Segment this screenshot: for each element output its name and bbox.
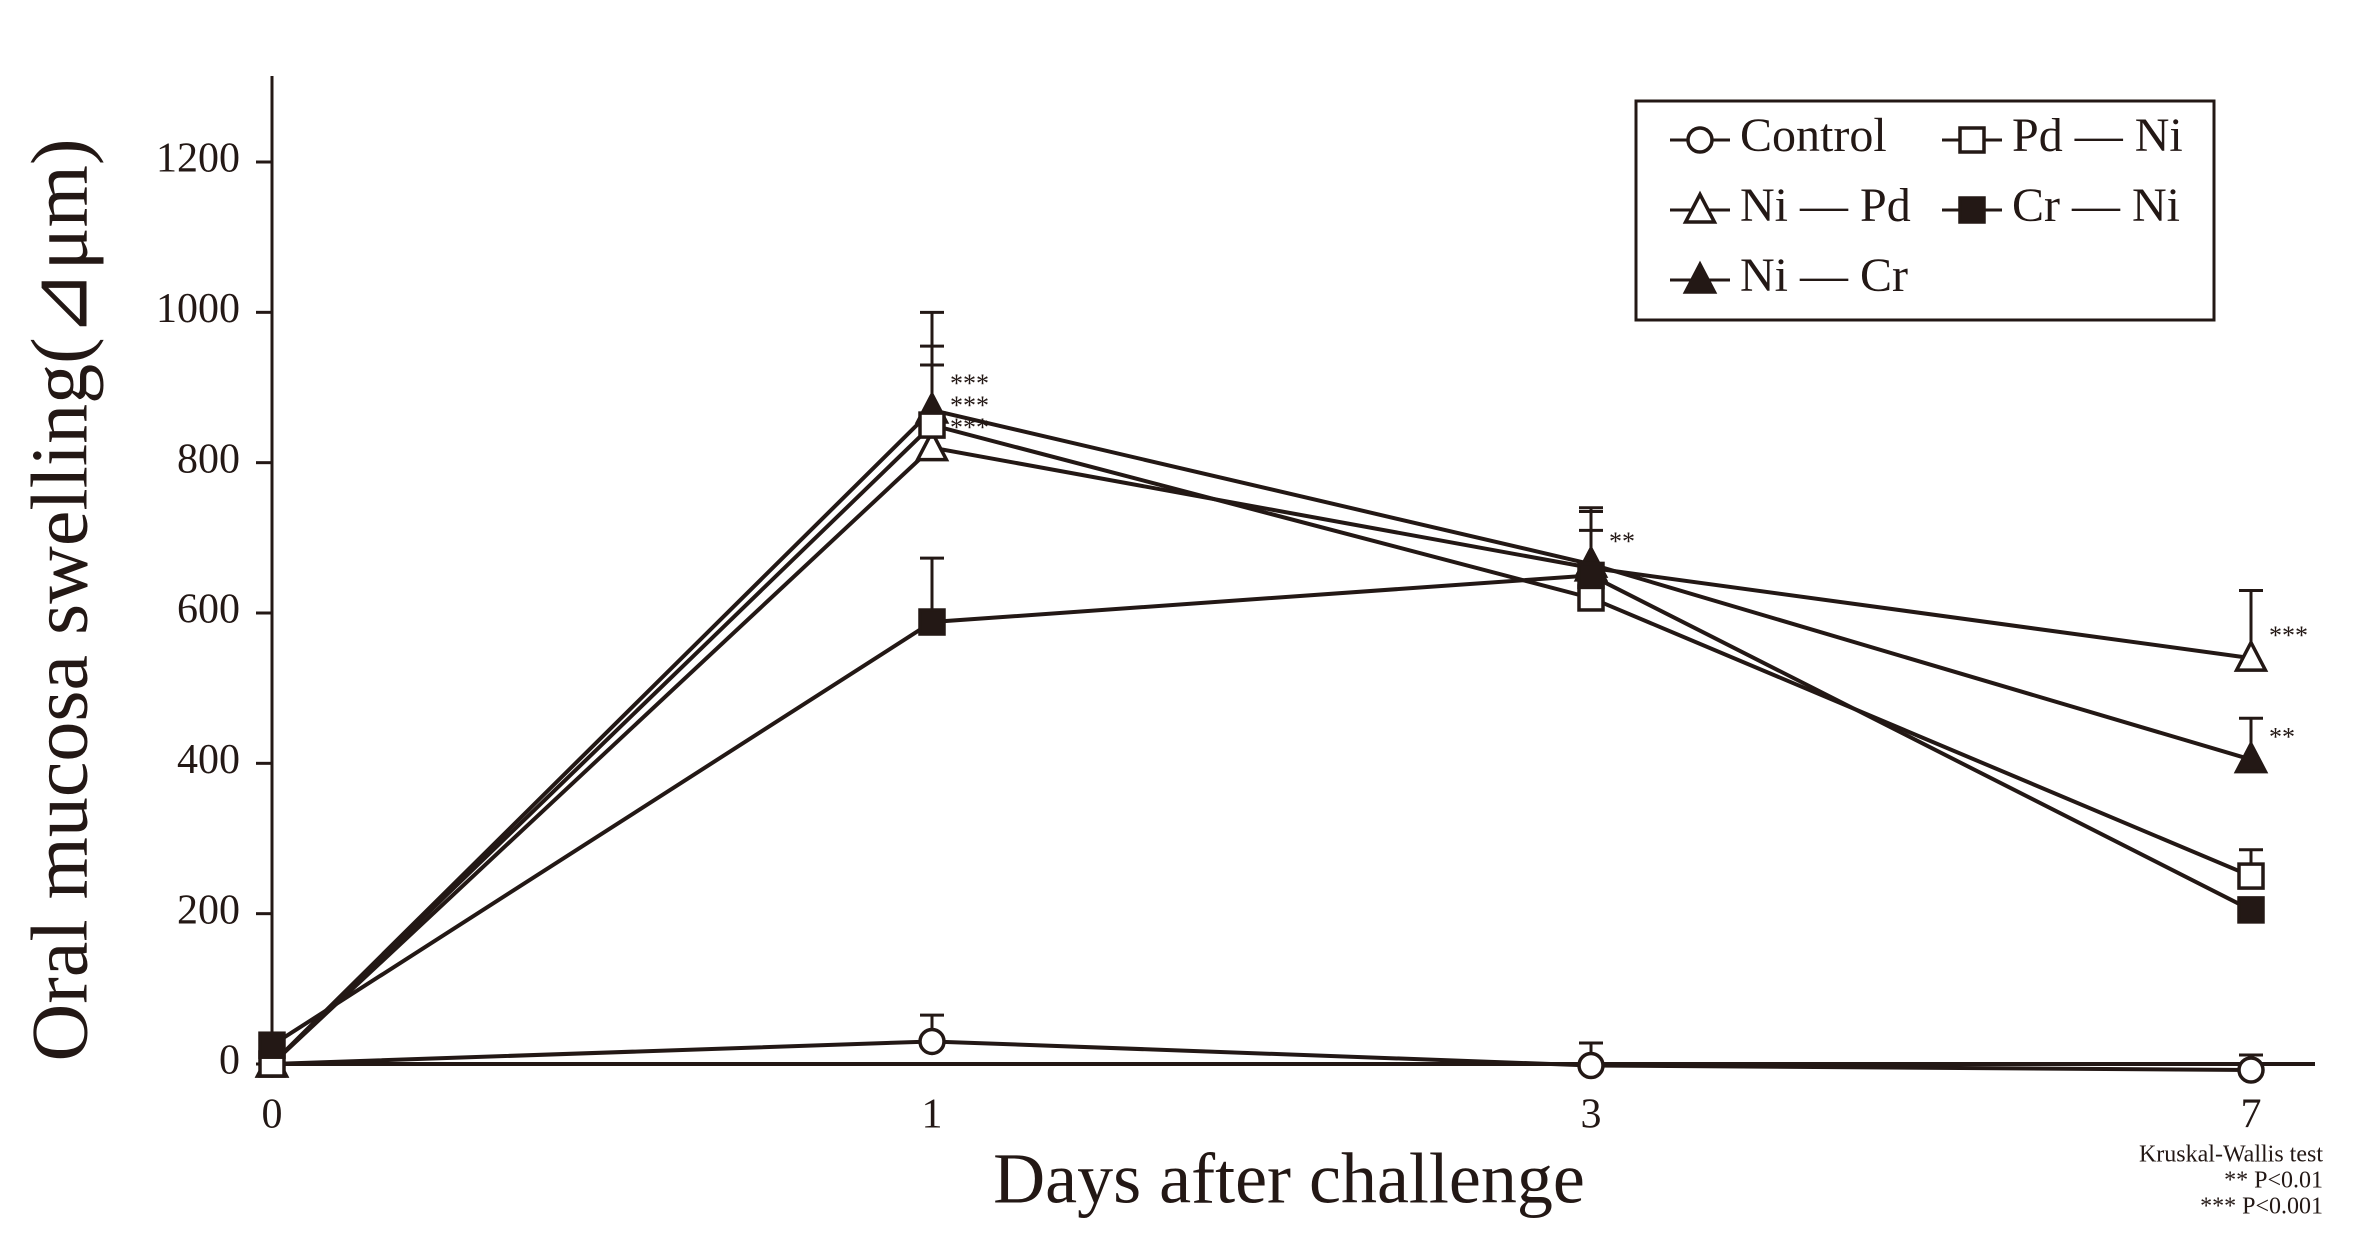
series-line bbox=[271, 1039, 2252, 1073]
annotation: ** bbox=[1609, 527, 1635, 556]
series-line bbox=[270, 573, 2252, 1047]
footnote: Kruskal-Wallis test bbox=[2139, 1142, 2323, 1168]
y-tick-label: 600 bbox=[177, 587, 240, 633]
data-point bbox=[258, 1031, 286, 1059]
series-line bbox=[270, 407, 2252, 1066]
footnote: ** P<0.01 bbox=[2224, 1168, 2323, 1194]
legend-marker bbox=[1682, 260, 1718, 294]
data-point bbox=[1577, 1051, 1605, 1080]
x-tick-label: 3 bbox=[1581, 1092, 1602, 1138]
annotation: ** bbox=[2269, 723, 2295, 752]
data-point bbox=[918, 608, 946, 636]
annotation: *** bbox=[950, 413, 989, 442]
footnote: *** P<0.001 bbox=[2200, 1194, 2323, 1220]
y-tick-label: 1200 bbox=[156, 136, 240, 182]
y-axis-label: Oral mucosa swelling(⊿μm) bbox=[16, 138, 104, 1061]
legend-label: Control bbox=[1740, 109, 1887, 162]
data-point bbox=[2233, 740, 2269, 774]
series-line bbox=[270, 422, 2252, 1066]
legend-marker bbox=[1958, 196, 1986, 224]
y-tick-label: 0 bbox=[219, 1038, 240, 1084]
annotation: *** bbox=[950, 369, 989, 398]
x-tick-label: 0 bbox=[262, 1092, 283, 1138]
legend-marker bbox=[1686, 126, 1714, 154]
data-point bbox=[2237, 862, 2265, 890]
legend-marker bbox=[1958, 126, 1986, 154]
data-point bbox=[914, 428, 950, 462]
data-point bbox=[2237, 896, 2265, 924]
y-tick-label: 1000 bbox=[156, 286, 240, 332]
y-tick-label: 400 bbox=[177, 737, 240, 783]
y-tick-label: 200 bbox=[177, 887, 240, 933]
y-tick-label: 800 bbox=[177, 436, 240, 482]
legend-marker bbox=[1682, 190, 1718, 224]
legend-label: Ni — Pd bbox=[1740, 179, 1911, 232]
annotation: *** bbox=[2269, 621, 2308, 650]
x-tick-label: 7 bbox=[2241, 1092, 2262, 1138]
legend-label: Cr — Ni bbox=[2012, 179, 2180, 232]
data-point bbox=[1577, 561, 1605, 590]
legend-box bbox=[1634, 99, 2216, 322]
data-point bbox=[2233, 638, 2269, 672]
legend-label: Pd — Ni bbox=[2012, 109, 2183, 162]
series-line bbox=[270, 445, 2252, 1066]
annotation: *** bbox=[950, 391, 989, 420]
data-point bbox=[918, 411, 946, 439]
data-point bbox=[1577, 584, 1605, 612]
data-point bbox=[918, 1027, 946, 1056]
x-axis-label: Days after challenge bbox=[993, 1139, 1585, 1219]
x-tick-label: 1 bbox=[922, 1092, 943, 1138]
legend-label: Ni — Cr bbox=[1740, 249, 1908, 302]
data-point bbox=[2237, 1056, 2265, 1084]
